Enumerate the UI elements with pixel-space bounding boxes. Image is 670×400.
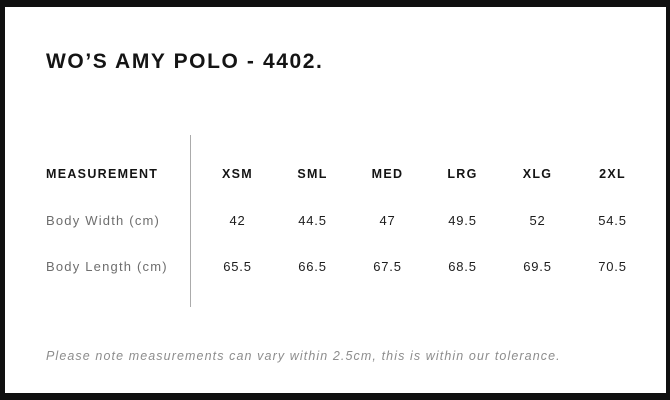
- column-header-2xl: 2XL: [599, 167, 626, 181]
- page-title: WO’S AMY POLO - 4402.: [46, 50, 324, 73]
- column-header-lrg: LRG: [447, 167, 478, 181]
- size-value-cell: 70.5: [598, 258, 627, 274]
- column-header-xsm: XSM: [222, 167, 253, 181]
- size-value-cell: 65.5: [223, 258, 252, 274]
- size-value-cell: 54.5: [598, 212, 627, 228]
- row-label-body-length: Body Length (cm): [46, 258, 168, 274]
- size-chart-table: MEASUREMENT XSM SML MED LRG XLG 2XL Body…: [46, 151, 650, 289]
- tolerance-note: Please note measurements can vary within…: [46, 349, 561, 363]
- row-label-body-width: Body Width (cm): [46, 212, 161, 228]
- size-value-cell: 66.5: [298, 258, 327, 274]
- size-value-cell: 42: [229, 212, 246, 228]
- size-value-cell: 67.5: [373, 258, 402, 274]
- size-value-cell: 47: [379, 212, 396, 228]
- size-value-cell: 49.5: [448, 212, 477, 228]
- column-header-xlg: XLG: [522, 167, 553, 181]
- size-value-cell: 44.5: [298, 212, 327, 228]
- size-value-cell: 68.5: [448, 258, 477, 274]
- size-value-cell: 52: [529, 212, 546, 228]
- column-header-measurement: MEASUREMENT: [46, 167, 159, 181]
- column-header-med: MED: [371, 167, 404, 181]
- size-value-cell: 69.5: [523, 258, 552, 274]
- column-header-sml: SML: [297, 167, 328, 181]
- table-divider-line: [190, 135, 191, 307]
